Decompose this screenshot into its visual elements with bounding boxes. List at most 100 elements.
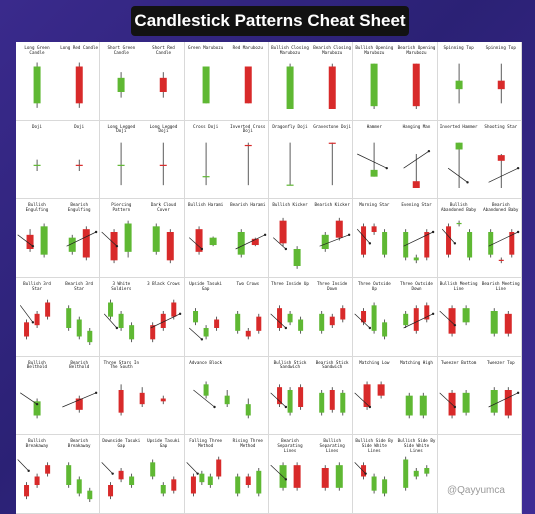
trend-arrow <box>188 327 202 340</box>
bearish-candle <box>244 66 252 104</box>
bullish-candle <box>129 325 135 340</box>
arrow-head <box>453 242 456 245</box>
bearish-candle <box>277 386 283 404</box>
pattern-drawing <box>118 383 167 416</box>
pattern-label: Matching Low <box>359 359 390 365</box>
pattern-cell: Three Outside Up Three Outside Down <box>353 278 438 357</box>
bullish-candle <box>406 395 414 416</box>
bullish-candle <box>209 237 217 246</box>
pattern-label: Dark Cloud Cover <box>150 202 177 212</box>
pattern-cell: Spinning Top Spinning Top <box>437 42 522 121</box>
pattern-cell: Three Inside Up Three Inside Down <box>269 278 354 357</box>
arrow-head <box>453 323 456 327</box>
pattern-label: Bullish Meeting Line <box>439 281 478 291</box>
pattern-label: Bearish Harami <box>230 202 266 208</box>
bullish-candle <box>286 184 294 186</box>
bullish-candle <box>202 66 210 104</box>
bearish-candle <box>361 311 367 323</box>
trend-arrow <box>270 313 287 329</box>
bullish-candle <box>403 313 409 326</box>
arrow-head <box>111 472 115 476</box>
bullish-candle <box>245 403 251 416</box>
bullish-candle <box>76 479 82 494</box>
bearish-candle <box>508 232 514 255</box>
bearish-candle <box>361 465 367 477</box>
bearish-candle <box>424 305 430 320</box>
pattern-label: Bullish Kicker <box>272 202 308 208</box>
pattern-cell: Upside Tasuki Gap Two Crows <box>184 278 269 357</box>
pattern-label: Two Crows <box>236 281 260 286</box>
pattern-drawing <box>270 305 346 334</box>
trend-arrow <box>235 234 265 250</box>
arrow-head <box>465 180 469 184</box>
pattern-label: Hammer <box>366 123 382 129</box>
trend-arrow <box>354 392 371 407</box>
bearish-candle <box>245 476 251 486</box>
bullish-candle <box>203 383 209 396</box>
trend-arrow <box>447 167 468 183</box>
pattern-cell: Falling Three Method Rising Three Method <box>184 435 269 514</box>
trend-arrow <box>20 392 38 405</box>
pattern-drawing <box>117 142 168 185</box>
bullish-candle <box>33 400 41 416</box>
bullish-candle <box>370 169 378 177</box>
pattern-cell: Inverted Hammer Shooting Star <box>437 120 522 200</box>
bullish-candle <box>87 490 93 500</box>
pattern-cell: Bullish 3rd Star Bearish 3rd Star <box>16 278 101 357</box>
bullish-candle <box>108 302 114 317</box>
pattern-drawing <box>439 386 519 418</box>
bearish-candle <box>171 479 177 491</box>
bullish-candle <box>414 471 420 477</box>
pattern-drawing <box>33 159 83 171</box>
pattern-label: Short Green Candle <box>107 45 136 55</box>
pattern-drawing <box>192 381 251 418</box>
pattern-cell: Tweezer Bottom Tweezer Top <box>437 356 522 436</box>
bearish-candle <box>504 389 512 416</box>
bullish-candle <box>124 223 132 253</box>
pattern-cell: Bullish Breakaway Bearish Breakaway <box>16 435 101 514</box>
pattern-label: Bullish Harami <box>188 202 224 208</box>
bullish-candle <box>33 66 41 104</box>
arrow-head <box>31 245 35 248</box>
trend-arrow <box>272 237 287 250</box>
pattern-cell: Piercing Pattern Dark Cloud Cover <box>100 199 185 278</box>
pattern-label: Green Marubozu <box>188 45 224 50</box>
pattern-drawing <box>117 72 168 98</box>
pattern-drawing <box>101 459 177 500</box>
pattern-drawing <box>357 142 431 188</box>
bearish-candle <box>34 476 40 486</box>
pattern-cell: Matching Low Matching High <box>353 356 438 436</box>
arrow-head <box>94 391 98 394</box>
pattern-label: Doji <box>74 123 85 129</box>
watermark: @Qayyumca <box>447 485 505 496</box>
bearish-candle <box>108 485 114 497</box>
pattern-label: Evening Star <box>401 202 432 208</box>
pattern-label: Bullish Separating Lines <box>319 438 345 453</box>
pattern-label: Spinning Top <box>443 45 474 50</box>
bearish-candle <box>413 63 421 107</box>
pattern-label: Bearish Abandoned Baby <box>483 202 519 212</box>
arrow-head <box>432 312 435 316</box>
bearish-candle <box>377 383 385 396</box>
pattern-cell: Bullish Abandoned Baby Bearish Abandoned … <box>437 199 522 278</box>
pattern-cell: Bullish Kicker Bearish Kicker <box>269 199 354 278</box>
bullish-candle <box>371 476 377 491</box>
bullish-candle <box>293 249 301 267</box>
bearish-candle <box>445 226 451 255</box>
pattern-label: Gravestone Doji <box>313 123 352 129</box>
bearish-candle <box>34 313 40 326</box>
bullish-candle <box>117 164 125 166</box>
trend-arrow <box>192 389 215 407</box>
arrow-head <box>368 242 372 245</box>
bullish-candle <box>87 330 93 343</box>
bullish-candle <box>298 319 304 331</box>
bullish-candle <box>487 232 493 255</box>
pattern-cell: Bullish Opening Marubozu Bearish Opening … <box>353 42 438 121</box>
pattern-label: Bullish 3rd Star <box>23 281 51 291</box>
bearish-candle <box>329 389 335 410</box>
pattern-cell: Doji Doji <box>16 120 101 200</box>
bearish-candle <box>75 66 83 104</box>
bearish-candle <box>293 465 301 489</box>
pattern-drawing <box>357 223 435 264</box>
pattern-drawing <box>354 381 428 418</box>
